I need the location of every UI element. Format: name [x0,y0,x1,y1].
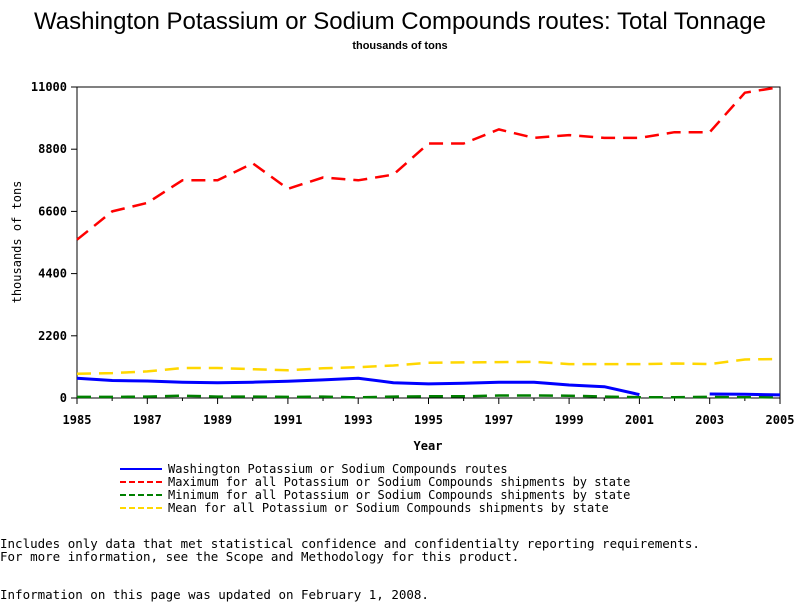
x-tick-label: 1987 [133,413,162,427]
x-tick-label: 2003 [695,413,724,427]
x-tick-label: 1999 [555,413,584,427]
chart-subtitle: thousands of tons [352,40,448,52]
legend-label-minimum: Minimum for all Potassium or Sodium Comp… [168,487,631,502]
series-line-routes [76,376,640,397]
x-tick-label: 1989 [203,413,232,427]
y-tick-label: 0 [60,391,67,405]
legend-item-maximum: Maximum for all Potassium or Sodium Comp… [120,474,631,489]
series-line-mean [76,357,781,375]
y-tick-label: 11000 [31,80,67,94]
legend-label-routes: Washington Potassium or Sodium Compounds… [168,461,508,476]
legend-swatch-maximum [120,480,162,483]
footnote-updated: Information on this page was updated on … [0,587,429,602]
x-tick-label: 1985 [63,413,92,427]
footnote-confidence: Includes only data that met statistical … [0,536,700,551]
x-axis-ticks: 1985 1987 1989 1991 1993 1995 1997 1999 2001 2003… [63,398,795,427]
x-tick-label: 1995 [414,413,443,427]
legend-label-maximum: Maximum for all Potassium or Sodium Comp… [168,474,631,489]
x-tick-label: 2001 [625,413,654,427]
y-tick-label: 8800 [38,142,67,156]
y-tick-label: 4400 [38,267,67,281]
legend-item-minimum: Minimum for all Potassium or Sodium Comp… [120,487,631,502]
series-line-minimum [77,394,781,399]
legend-item-mean: Mean for all Potassium or Sodium Compoun… [120,500,630,515]
y-tick-label: 6600 [38,204,67,218]
legend-swatch-routes [120,467,162,470]
x-tick-label: 1997 [484,413,513,427]
x-tick-label: 1991 [273,413,302,427]
legend-swatch-mean [120,506,162,509]
legend-swatch-minimum [120,493,162,496]
series-layer [76,85,781,399]
y-axis-ticks: 0 2200 4400 6600 8800 11000 [31,80,77,405]
series-line-maximum [76,85,781,241]
x-axis-label: Year [414,439,443,453]
legend: Washington Potassium or Sodium Compounds… [120,461,631,515]
legend-label-mean: Mean for all Potassium or Sodium Compoun… [168,500,609,515]
chart-title: Washington Potassium or Sodium Compounds… [34,8,766,35]
plot-border [76,86,781,399]
plot-frame [76,86,781,399]
y-tick-label: 2200 [38,329,67,343]
x-tick-label: 1993 [344,413,373,427]
series-line-routes [709,392,781,397]
x-tick-label: 2005 [766,413,795,427]
y-axis-label: thousands of tons [10,181,24,304]
legend-item-routes: Washington Potassium or Sodium Compounds… [120,461,630,476]
footnote-methodology: For more information, see the Scope and … [0,549,520,564]
